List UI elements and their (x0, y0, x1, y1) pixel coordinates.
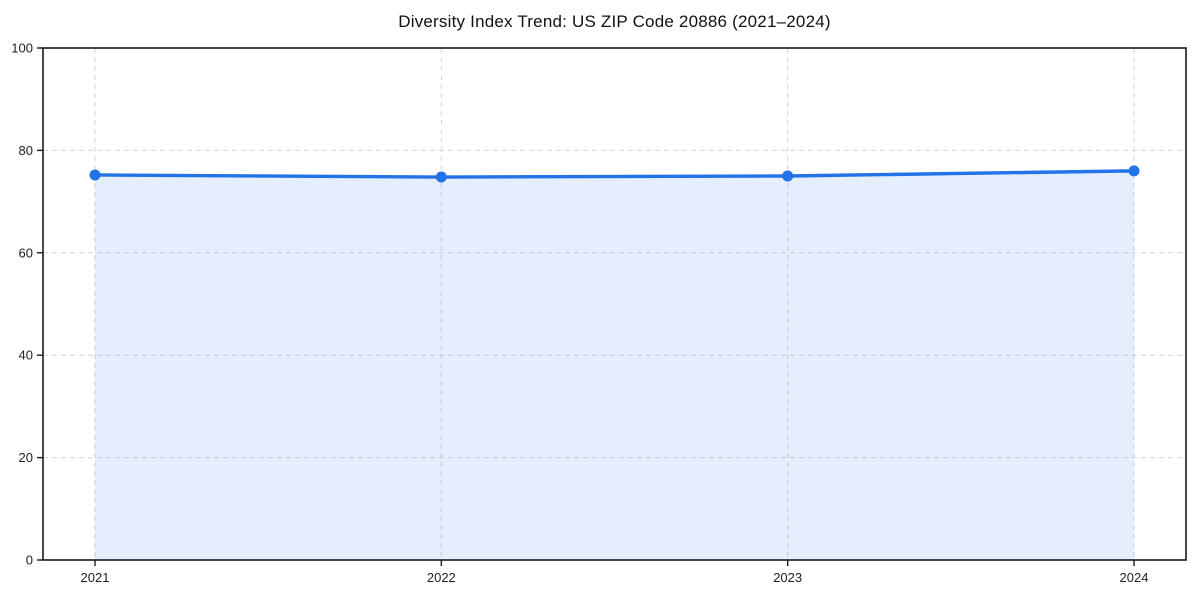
area-fill (95, 170, 1134, 560)
x-axis-tick-label: 2023 (773, 570, 802, 585)
y-axis-tick-label: 20 (19, 450, 33, 465)
data-point-marker (435, 171, 447, 183)
y-axis-tick-label: 60 (19, 245, 33, 260)
x-axis-tick-label: 2024 (1120, 570, 1149, 585)
y-axis-tick-label: 100 (11, 41, 33, 56)
data-point-marker (782, 170, 794, 182)
trend-line (93, 169, 1136, 179)
x-axis-tick-label: 2022 (427, 570, 456, 585)
x-axis-tick-label: 2021 (81, 570, 110, 585)
plot-border (42, 47, 1187, 561)
y-axis-tick-label: 0 (26, 553, 33, 568)
plot-area-background (43, 48, 1186, 560)
y-axis-tick-label: 80 (19, 143, 33, 158)
chart-title: Diversity Index Trend: US ZIP Code 20886… (398, 12, 831, 31)
data-point-marker (1128, 165, 1140, 177)
y-axis-tick-label: 40 (19, 348, 33, 363)
data-point-marker (89, 169, 101, 181)
